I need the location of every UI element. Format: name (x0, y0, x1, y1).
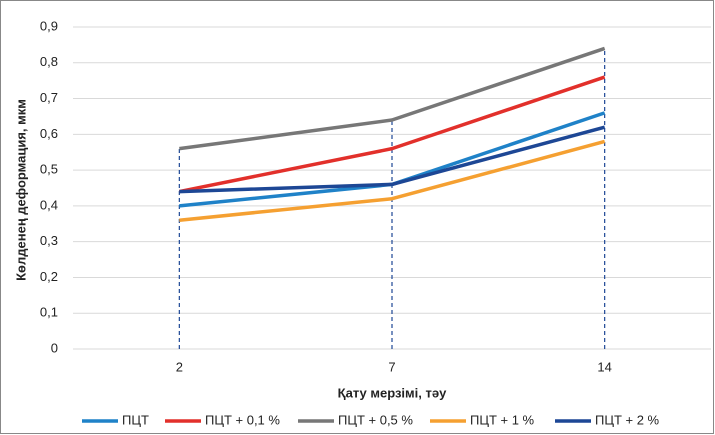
y-tick-label: 0,9 (40, 18, 58, 33)
legend-label: ПЦТ (122, 412, 149, 427)
x-tick-label: 14 (597, 359, 611, 374)
series-line (178, 75, 606, 194)
legend-label: ПЦТ + 0,1 % (205, 412, 280, 427)
y-tick-label: 0,3 (40, 233, 58, 248)
y-tick-label: 0,5 (40, 162, 58, 177)
y-tick-label: 0,7 (40, 90, 58, 105)
x-axis-title: Қату мерзімі, тәу (338, 385, 447, 400)
y-tick-label: 0,2 (40, 269, 58, 284)
y-tick-label: 0,1 (40, 305, 58, 320)
legend-label: ПЦТ + 1 % (470, 412, 535, 427)
legend-label: ПЦТ + 0,5 % (338, 412, 413, 427)
x-tick-label: 7 (388, 359, 395, 374)
series-line (179, 139, 606, 222)
y-tick-label: 0,6 (40, 126, 58, 141)
series-line (179, 125, 606, 194)
legend-label: ПЦТ + 2 % (595, 412, 660, 427)
x-tick-label: 2 (176, 359, 183, 374)
y-tick-label: 0,4 (40, 197, 58, 212)
y-tick-label: 0,8 (40, 54, 58, 69)
y-axis-title: Көлденең деформация, мкм (13, 99, 28, 281)
y-tick-label: 0 (51, 340, 58, 355)
series-line (179, 46, 606, 151)
